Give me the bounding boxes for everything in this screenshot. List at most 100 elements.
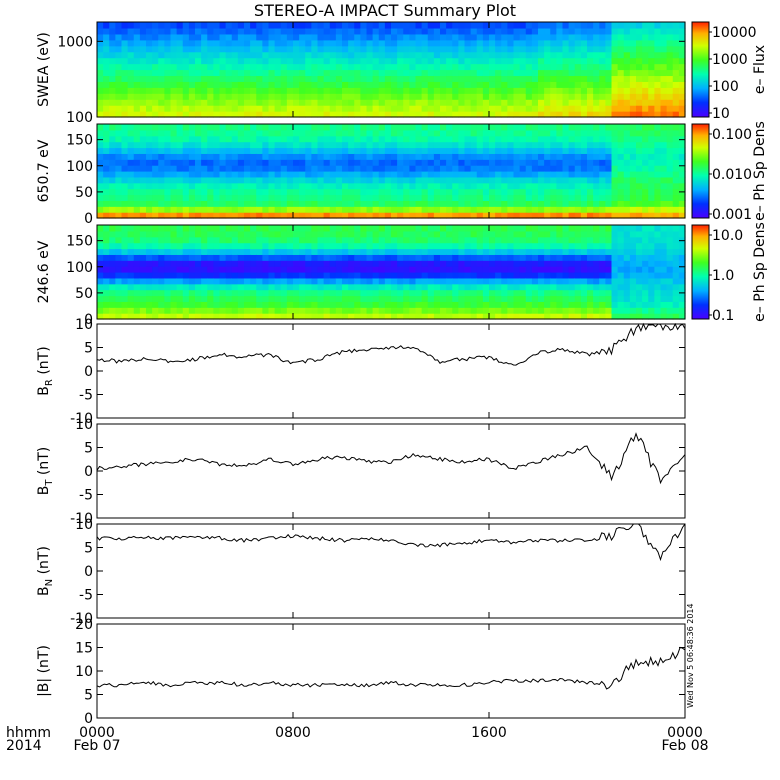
heatmap-cell xyxy=(329,165,337,172)
heatmap-cell xyxy=(580,51,588,59)
heatmap-cell xyxy=(642,93,649,100)
heatmap-cell xyxy=(366,295,374,302)
heatmap-cell xyxy=(666,33,674,41)
heatmap-cell xyxy=(335,159,343,166)
heatmap-cell xyxy=(237,254,245,261)
heatmap-cell xyxy=(274,135,282,143)
heatmap-cell xyxy=(372,27,380,35)
heatmap-cell xyxy=(146,272,153,279)
heatmap-cell xyxy=(256,99,263,106)
heatmap-cell xyxy=(605,39,613,47)
heatmap-cell xyxy=(593,248,600,255)
heatmap-cell xyxy=(458,277,466,285)
heatmap-cell xyxy=(599,225,606,232)
heatmap-cell xyxy=(580,242,588,250)
heatmap-cell xyxy=(182,272,190,279)
heatmap-cell xyxy=(109,225,116,232)
heatmap-cell xyxy=(133,188,141,196)
heatmap-cell xyxy=(219,277,227,285)
colorbar-tick-label: 10 xyxy=(712,106,730,122)
heatmap-cell xyxy=(121,135,129,143)
heatmap-cell xyxy=(329,22,337,29)
heatmap-cell xyxy=(421,63,429,71)
heatmap-cell xyxy=(256,266,263,273)
heatmap-cell xyxy=(672,200,680,207)
heatmap-cell xyxy=(317,176,325,184)
heatmap-cell xyxy=(507,159,515,166)
heatmap-cell xyxy=(250,27,257,35)
heatmap-cell xyxy=(256,147,263,154)
heatmap-cell xyxy=(109,236,116,244)
heatmap-cell xyxy=(188,176,196,184)
heatmap-cell xyxy=(654,27,662,35)
heatmap-cell xyxy=(464,124,472,131)
heatmap-cell xyxy=(176,75,184,82)
heatmap-cell xyxy=(195,135,202,143)
heatmap-cell xyxy=(629,75,637,82)
heatmap-cell xyxy=(342,33,349,41)
heatmap-cell xyxy=(409,176,417,184)
heatmap-cell xyxy=(237,99,245,106)
heatmap-cell xyxy=(133,194,141,201)
heatmap-cell xyxy=(452,242,459,250)
heatmap-cell xyxy=(293,230,300,238)
heatmap-cell xyxy=(213,200,221,207)
heatmap-cell xyxy=(409,81,417,88)
heatmap-cell xyxy=(421,69,429,77)
heatmap-cell xyxy=(666,39,674,47)
heatmap-cell xyxy=(476,242,484,250)
heatmap-cell xyxy=(158,248,165,255)
heatmap-cell xyxy=(115,171,123,178)
heatmap-cell xyxy=(489,147,496,154)
heatmap-cell xyxy=(568,51,576,59)
heatmap-cell xyxy=(562,147,570,154)
heatmap-cell xyxy=(219,45,227,53)
heatmap-cell xyxy=(629,182,637,190)
heatmap-cell xyxy=(440,33,447,41)
heatmap-cell xyxy=(482,212,490,219)
heatmap-cell xyxy=(519,129,527,137)
heatmap-cell xyxy=(678,147,686,154)
heatmap-cell xyxy=(188,147,196,154)
heatmap-cell xyxy=(109,69,116,77)
heatmap-cell xyxy=(164,141,172,149)
heatmap-cell xyxy=(299,81,306,88)
heatmap-cell xyxy=(433,124,441,131)
heatmap-cell xyxy=(489,153,496,160)
heatmap-cell xyxy=(476,248,484,255)
heatmap-cell xyxy=(286,22,294,29)
heatmap-cell xyxy=(446,254,453,261)
heatmap-cell xyxy=(366,153,374,160)
heatmap-cell xyxy=(109,159,116,166)
heatmap-cell xyxy=(366,301,374,308)
heatmap-cell xyxy=(531,87,539,94)
heatmap-cell xyxy=(262,225,270,232)
heatmap-cell xyxy=(678,200,686,207)
heatmap-cell xyxy=(219,33,227,41)
heatmap-cell xyxy=(250,165,257,172)
heatmap-cell xyxy=(164,176,172,184)
heatmap-cell xyxy=(115,135,123,143)
heatmap-cell xyxy=(587,272,594,279)
heatmap-cell xyxy=(262,260,270,267)
heatmap-cell xyxy=(507,75,515,82)
heatmap-cell xyxy=(97,283,104,291)
heatmap-cell xyxy=(672,69,680,77)
heatmap-cell xyxy=(593,272,600,279)
heatmap-cell xyxy=(170,57,178,65)
heatmap-cell xyxy=(335,283,343,291)
heatmap-cell xyxy=(372,301,380,308)
heatmap-cell xyxy=(476,135,484,143)
heatmap-cell xyxy=(219,147,227,154)
heatmap-cell xyxy=(544,176,551,184)
heatmap-cell xyxy=(433,200,441,207)
y-axis-label-unit: (nT) xyxy=(36,346,52,379)
heatmap-cell xyxy=(329,81,337,88)
heatmap-cell xyxy=(127,230,135,238)
heatmap-cell xyxy=(654,87,662,94)
heatmap-cell xyxy=(335,81,343,88)
heatmap-cell xyxy=(660,105,668,112)
heatmap-cell xyxy=(476,27,484,35)
heatmap-cell xyxy=(305,313,312,320)
heatmap-cell xyxy=(268,194,276,201)
